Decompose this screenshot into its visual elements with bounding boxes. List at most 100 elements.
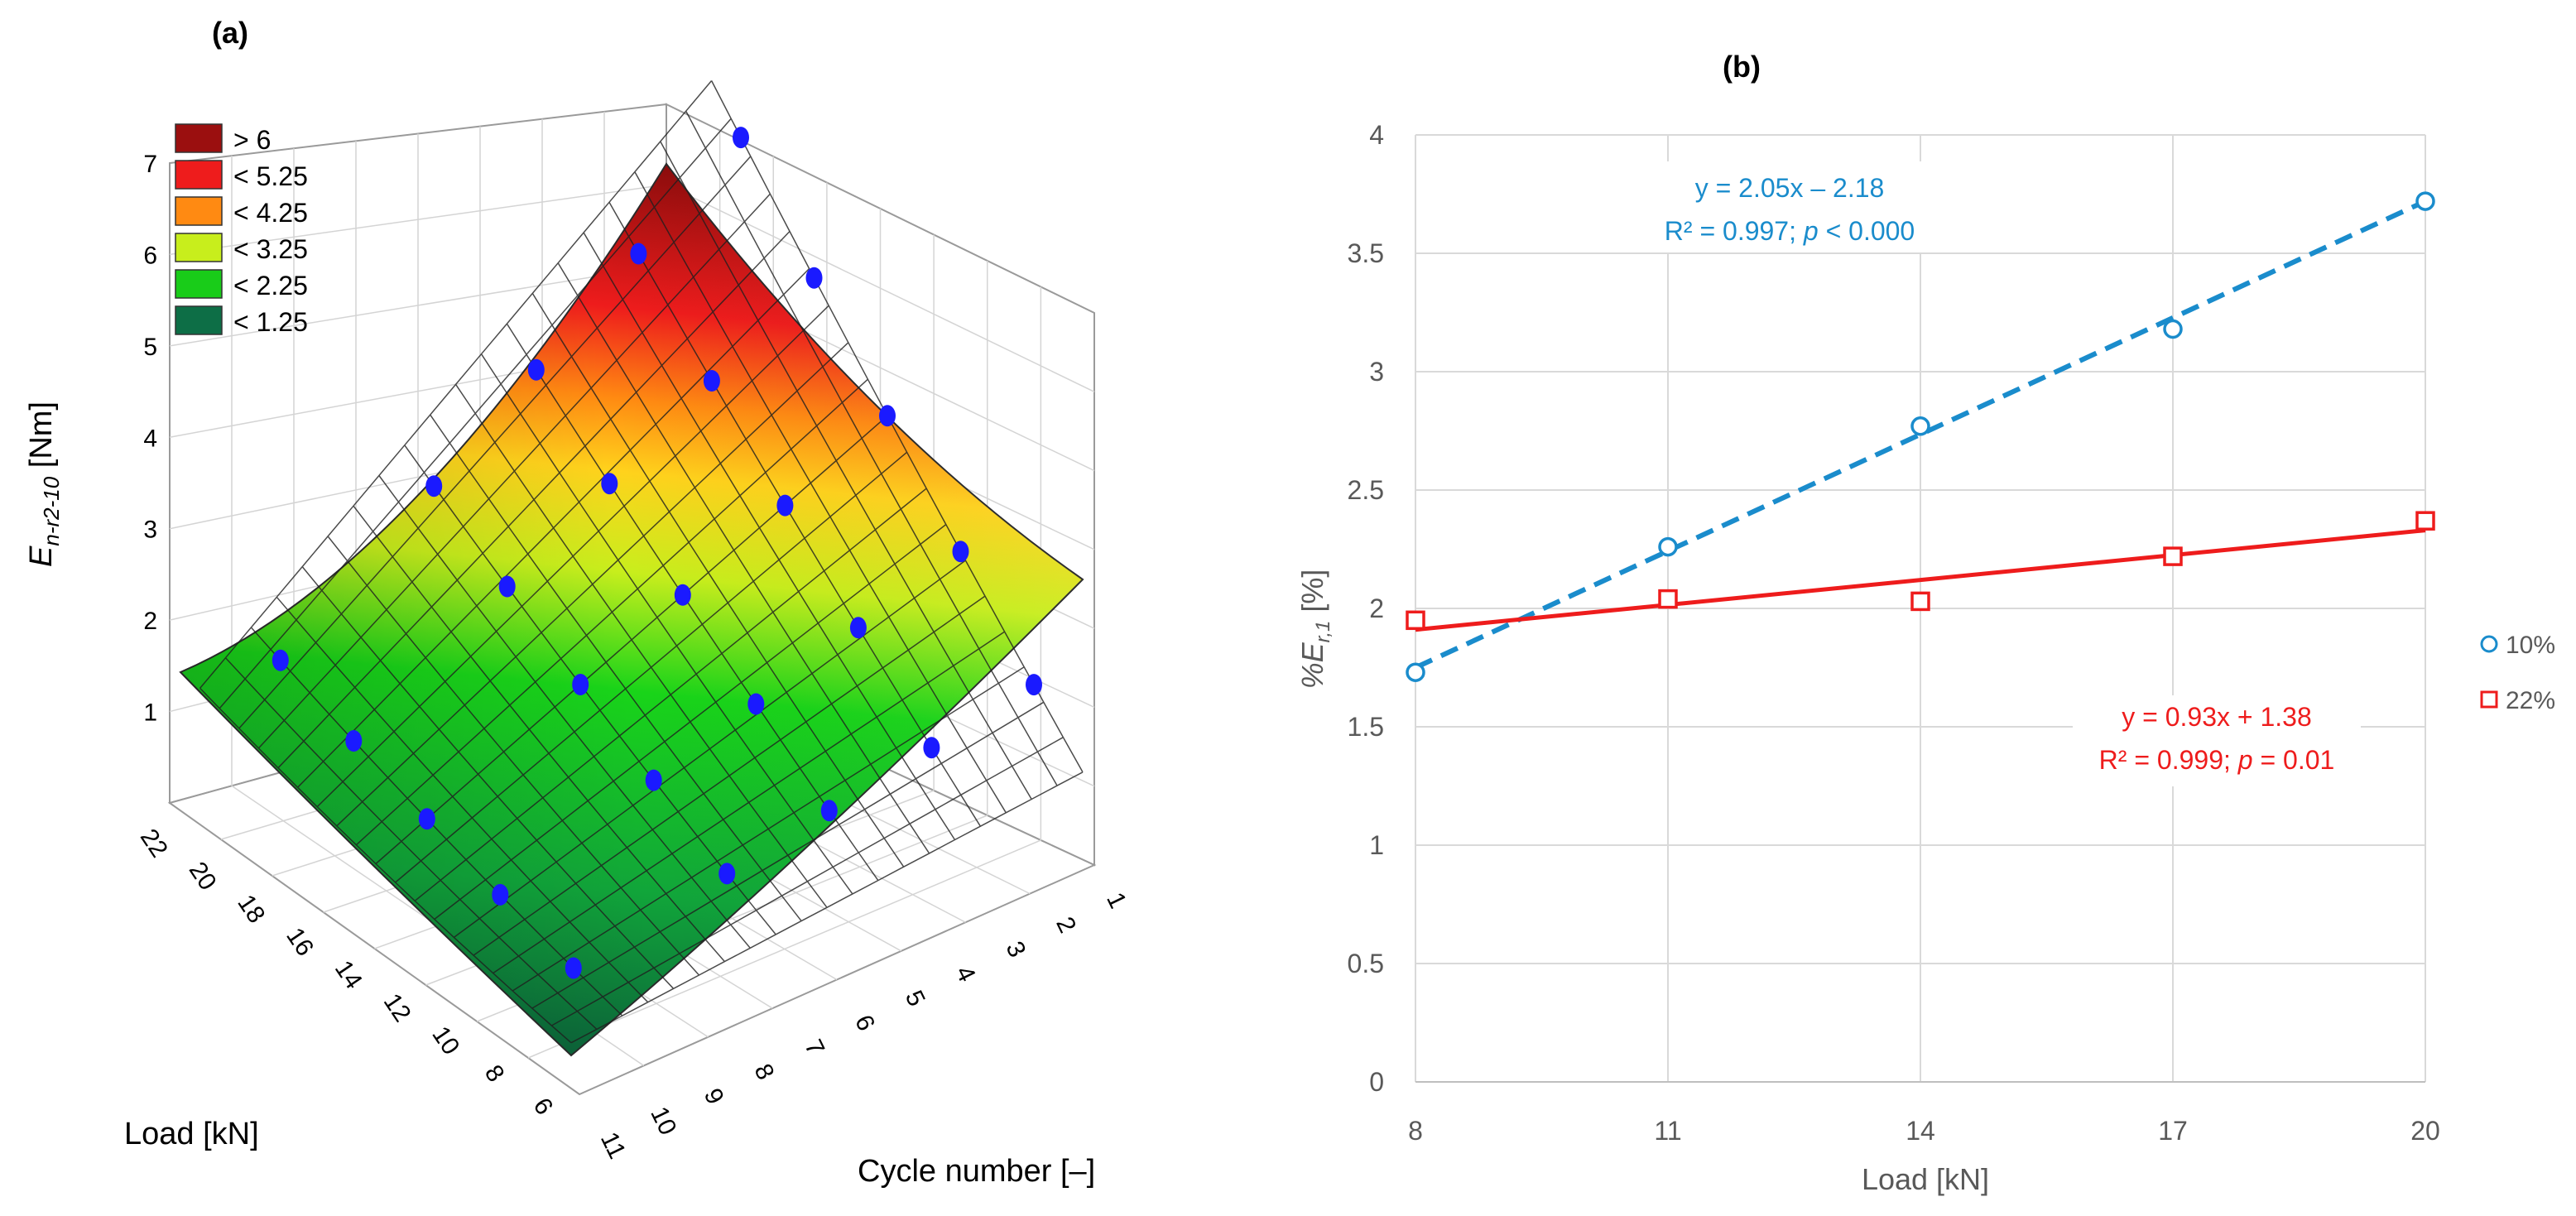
data-point <box>805 267 823 289</box>
legend-label: < 4.25 <box>233 198 308 228</box>
legend-item: < 4.25 <box>175 196 308 228</box>
wall-grid-line <box>169 264 667 347</box>
x-tick-label: 11 <box>1654 1116 1681 1146</box>
legend-label: 10% <box>2506 632 2555 659</box>
mesh-line <box>250 627 623 1017</box>
mesh-line <box>301 566 675 989</box>
y-axis-title: %Er,1 [%] <box>1295 570 1334 690</box>
marker-square <box>1658 589 1678 609</box>
data-point <box>849 617 867 639</box>
z-title-unit: [Nm] <box>24 401 59 468</box>
marker-square <box>1406 610 1425 631</box>
z-title-gap <box>24 468 59 477</box>
data-point <box>527 358 545 381</box>
z-tick-label: 2 <box>143 608 157 635</box>
data-point <box>425 475 443 497</box>
legend-item-10pct: 10% <box>2480 632 2555 659</box>
data-point <box>630 243 647 265</box>
p-suffix: = 0.01 <box>2253 745 2335 775</box>
y-title-main: %E <box>1295 642 1329 689</box>
marker-circle <box>1658 536 1678 557</box>
mesh-line <box>224 657 598 1030</box>
data-point <box>272 649 289 671</box>
r2-prefix: R² = 0.999; <box>2099 745 2238 775</box>
data-point <box>498 575 516 598</box>
legend-label: < 1.25 <box>233 307 308 337</box>
mesh-line <box>430 414 802 922</box>
legend-label: < 5.25 <box>233 161 308 191</box>
z-tick-label: 6 <box>143 242 157 269</box>
data-point <box>572 674 589 695</box>
data-point <box>1026 674 1042 696</box>
legend-swatch <box>175 196 223 226</box>
mesh-line <box>404 445 776 935</box>
y-tick-label: 0.5 <box>1348 949 1384 978</box>
trend-line <box>1415 528 2426 632</box>
legend-swatch <box>175 233 223 262</box>
equation-bg <box>1627 161 1955 252</box>
marker-circle <box>1406 662 1425 682</box>
y-tick-label: 2.5 <box>1348 475 1384 505</box>
equation-22pct: y = 0.93x + 1.38 R² = 0.999; p = 0.01 <box>2073 695 2361 786</box>
y-tick-label: 3.5 <box>1348 238 1384 268</box>
panel-b-label: (b) <box>1723 50 1761 84</box>
marker-square <box>2415 511 2435 531</box>
p-symbol: p <box>2237 745 2253 775</box>
y-axis-ticks: 0 0.5 1 1.5 2 2.5 3 3.5 4 <box>1348 120 1384 1097</box>
trend-line <box>1414 199 2427 670</box>
x-axis-title: Load [kN] <box>1862 1162 1989 1196</box>
y-tick-label: 1.5 <box>1348 712 1384 742</box>
legend-label: > 6 <box>233 125 271 155</box>
observed-points <box>272 127 1042 979</box>
x-tick-label: 8 <box>1408 1116 1423 1146</box>
legend-label: 22% <box>2506 687 2555 714</box>
mesh-line <box>506 323 879 882</box>
r2-text: R² = 0.999; p = 0.01 <box>2099 745 2335 775</box>
legend-swatch <box>175 160 223 190</box>
data-point <box>718 863 736 885</box>
data-markers <box>1406 191 2435 682</box>
x-tick-label: 17 <box>2158 1116 2188 1146</box>
cycle-axis-title: Cycle number [–] <box>858 1154 1095 1189</box>
marker-square <box>2163 546 2183 566</box>
legend-label: < 3.25 <box>233 234 308 264</box>
data-point <box>952 541 969 563</box>
data-point <box>645 769 662 791</box>
plot-grid <box>1415 134 2426 1082</box>
data-point <box>923 737 940 759</box>
equation-text: y = 0.93x + 1.38 <box>2122 702 2312 732</box>
data-point <box>733 127 749 149</box>
marker-circle <box>1910 416 1930 436</box>
mesh-line <box>557 262 930 854</box>
legend-item: < 5.25 <box>175 160 308 191</box>
r2-text: R² = 0.997; p < 0.000 <box>1665 216 1915 246</box>
trend-lines <box>1414 199 2427 670</box>
mesh-line <box>378 475 751 949</box>
z-tick-label: 1 <box>143 699 157 727</box>
marker-circle <box>2415 191 2435 211</box>
wall-grid-line <box>169 184 667 256</box>
data-point <box>776 494 794 517</box>
mesh-line <box>480 353 853 895</box>
mesh-line <box>608 201 982 827</box>
y-tick-label: 3 <box>1369 357 1384 387</box>
legend-marker-circle <box>2480 635 2498 653</box>
equation-text: y = 2.05x – 2.18 <box>1695 173 1885 203</box>
legend-swatch <box>175 305 223 335</box>
data-point <box>345 730 363 752</box>
data-point <box>492 883 509 906</box>
mesh-line <box>276 596 649 1003</box>
y-tick-label: 4 <box>1369 120 1384 150</box>
legend-item: < 2.25 <box>175 269 308 300</box>
mesh-line <box>710 80 1084 773</box>
y-tick-label: 1 <box>1369 830 1384 860</box>
legend-label: < 2.25 <box>233 271 308 300</box>
mesh-line <box>531 293 905 868</box>
y-tick-label: 0 <box>1369 1067 1384 1097</box>
legend-swatch <box>175 123 223 153</box>
surface-mesh <box>199 80 1084 1044</box>
y-tick-label: 2 <box>1369 594 1384 623</box>
r2-prefix: R² = 0.997; <box>1665 216 1804 246</box>
data-point <box>565 957 582 979</box>
